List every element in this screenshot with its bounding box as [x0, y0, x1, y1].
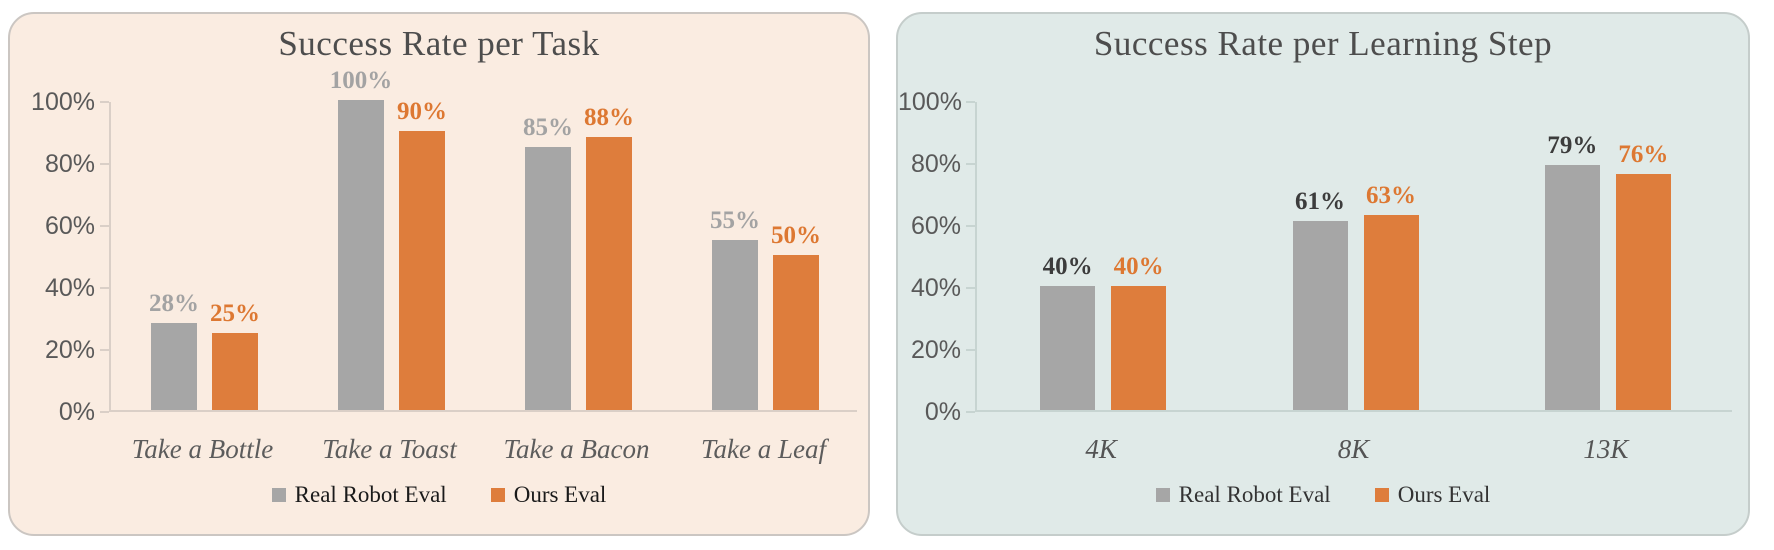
chart-title: Success Rate per Task: [278, 24, 600, 63]
bar-ours-eval: [1615, 174, 1671, 410]
y-tick-mark: [100, 287, 109, 289]
y-tick-mark: [966, 349, 975, 351]
y-tick-label: 40%: [910, 274, 961, 302]
y-tick-label: 0%: [58, 398, 95, 426]
y-tick-label: 60%: [44, 212, 95, 240]
legend-swatch-icon: [1374, 488, 1389, 502]
y-tick-mark: [100, 225, 109, 227]
bar-ours-eval: [1111, 286, 1167, 410]
bar-ours-eval: [773, 255, 819, 410]
x-category-label: 4K: [1085, 434, 1117, 464]
legend-label: Real Robot Eval: [1178, 482, 1331, 507]
bar-value-label: 28%: [149, 290, 199, 318]
legend-swatch-icon: [1155, 488, 1170, 502]
y-tick-mark: [966, 101, 975, 103]
plot-area: 40% 40% 61% 63% 79% 76%: [975, 102, 1732, 412]
plot-area: 28% 25% 100% 90% 85% 88% 55% 50%: [109, 67, 857, 412]
y-tick-mark: [966, 225, 975, 227]
bar-value-label: 40%: [1042, 253, 1093, 280]
bar-real-robot-eval: [1544, 165, 1600, 410]
y-tick-mark: [100, 163, 109, 165]
legend: Real Robot Eval Ours Eval: [10, 482, 868, 508]
bar-value-label: 88%: [584, 104, 634, 132]
bar-real-robot-eval: [1040, 286, 1096, 410]
y-tick-label: 100%: [31, 88, 95, 116]
bar-ours-eval: [399, 131, 445, 410]
y-tick-label: 0%: [924, 398, 961, 426]
bar-value-label: 50%: [771, 222, 821, 249]
y-tick-mark: [100, 101, 109, 103]
legend-item-ours-eval: Ours Eval: [490, 482, 607, 508]
bar-value-label: 55%: [710, 206, 760, 234]
y-tick-mark: [100, 349, 109, 351]
y-tick-mark: [100, 411, 109, 413]
x-category-label: Take a Bacon: [503, 434, 650, 464]
bar-real-robot-eval: [712, 239, 758, 410]
bar-value-label: 40%: [1113, 253, 1164, 280]
legend-swatch-icon: [271, 488, 286, 502]
bar-value-label: 61%: [1295, 187, 1345, 215]
y-tick-label: 100%: [898, 88, 962, 116]
legend-label: Ours Eval: [513, 482, 607, 507]
bar-value-label: 79%: [1547, 132, 1598, 160]
bar-value-label: 63%: [1366, 181, 1416, 209]
y-tick-mark: [966, 163, 975, 165]
y-tick-label: 40%: [44, 274, 95, 302]
chart-panel-success-rate-per-learning-step: Success Rate per Learning Step 100% 80% 60…: [896, 12, 1750, 536]
bar-value-label: 85%: [523, 113, 573, 141]
bar-value-label: 25%: [210, 299, 260, 327]
legend-label: Ours Eval: [1397, 482, 1491, 507]
legend-item-real-robot-eval: Real Robot Eval: [271, 482, 447, 508]
bar-real-robot-eval: [151, 323, 197, 410]
legend: Real Robot Eval Ours Eval: [898, 482, 1748, 508]
chart-panel-success-rate-per-task: Success Rate per Task 100% 80% 60% 40% 20% 0%…: [8, 12, 870, 536]
chart-title: Success Rate per Learning Step: [1093, 24, 1553, 63]
y-tick-mark: [966, 287, 975, 289]
y-tick-label: 80%: [910, 150, 961, 178]
legend-label: Real Robot Eval: [294, 482, 447, 507]
x-category-label: Take a Bottle: [131, 434, 274, 464]
bar-real-robot-eval: [525, 146, 571, 410]
y-tick-label: 80%: [44, 150, 95, 178]
legend-swatch-icon: [490, 488, 505, 502]
legend-item-real-robot-eval: Real Robot Eval: [1155, 482, 1331, 508]
x-category-label: 13K: [1583, 434, 1629, 464]
bar-real-robot-eval: [338, 100, 384, 410]
y-tick-label: 20%: [44, 336, 95, 364]
y-tick-label: 20%: [910, 336, 961, 364]
bar-ours-eval: [586, 137, 632, 410]
bar-real-robot-eval: [1292, 220, 1348, 410]
y-tick-label: 60%: [910, 212, 961, 240]
bar-value-label: 100%: [329, 67, 393, 94]
legend-item-ours-eval: Ours Eval: [1374, 482, 1491, 508]
bar-ours-eval: [212, 332, 258, 410]
x-category-label: Take a Leaf: [700, 434, 826, 464]
bar-value-label: 90%: [397, 98, 447, 125]
bar-value-label: 76%: [1618, 141, 1669, 169]
x-category-label: 8K: [1337, 434, 1370, 464]
bar-ours-eval: [1363, 214, 1419, 410]
x-category-label: Take a Toast: [322, 434, 457, 464]
y-tick-mark: [966, 411, 975, 413]
